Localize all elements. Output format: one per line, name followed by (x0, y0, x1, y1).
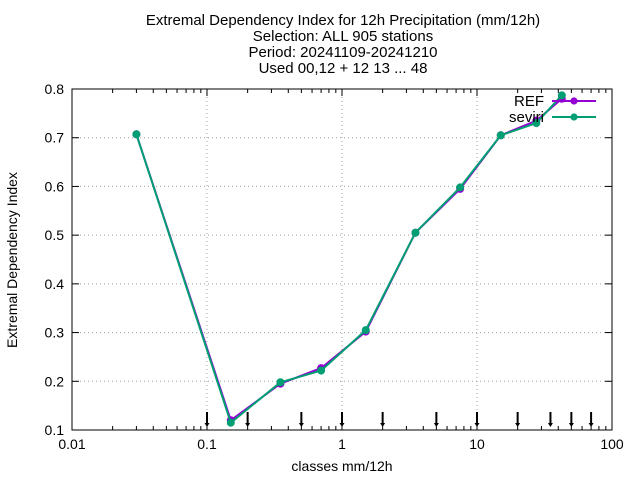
y-tick-label: 0.6 (45, 178, 65, 194)
threshold-marker-head (298, 423, 304, 427)
threshold-marker-head (380, 423, 386, 427)
threshold-marker-head (547, 423, 553, 427)
x-tick-label: 10 (469, 436, 485, 452)
threshold-marker-head (588, 423, 594, 427)
y-tick-label: 0.7 (45, 130, 65, 146)
title-line-2: Selection: ALL 905 stations (253, 28, 433, 45)
x-tick-label: 0.1 (197, 436, 217, 452)
threshold-marker-head (568, 423, 574, 427)
grid (72, 89, 612, 430)
x-tick-label: 100 (600, 436, 624, 452)
y-tick-label: 0.3 (45, 325, 65, 341)
series-point-1 (411, 228, 420, 237)
x-tick-label: 1 (338, 436, 346, 452)
series-point-1 (317, 366, 326, 375)
legend-label-1: seviri (509, 109, 544, 126)
threshold-marker-head (245, 423, 251, 427)
series-point-1 (361, 326, 370, 335)
series-point-1 (557, 91, 566, 100)
data-series (132, 91, 566, 427)
x-axis-label: classes mm/12h (291, 458, 392, 474)
axis-ticks: 0.10.20.30.40.50.60.70.80.01 0.1 1 10 100 (45, 81, 624, 452)
series-point-1 (226, 418, 235, 427)
threshold-marker-head (433, 423, 439, 427)
series-point-1 (132, 130, 141, 139)
series-point-1 (532, 119, 541, 128)
legend-marker-0 (570, 97, 578, 105)
legend-label-0: REF (514, 93, 544, 110)
series-line-1 (135, 94, 563, 424)
y-tick-label: 0.8 (45, 81, 65, 97)
chart-title: Extremal Dependency Index for 12h Precip… (146, 12, 540, 77)
class-threshold-markers (204, 412, 594, 427)
y-tick-label: 0.2 (45, 373, 65, 389)
y-tick-label: 0.4 (45, 276, 65, 292)
series-point-1 (496, 131, 505, 140)
title-line-1: Extremal Dependency Index for 12h Precip… (146, 12, 540, 29)
series-point-1 (456, 183, 465, 192)
title-line-3: Period: 20241109-20241210 (248, 44, 437, 61)
legend-marker-1 (570, 113, 578, 121)
series-point-1 (276, 378, 285, 387)
y-tick-label: 0.1 (45, 422, 65, 438)
y-axis-label: Extremal Dependency Index (4, 172, 20, 348)
y-tick-label: 0.5 (45, 227, 65, 243)
title-line-4: Used 00,12 + 12 13 ... 48 (259, 60, 428, 77)
x-tick-label: 0.01 (58, 436, 85, 452)
threshold-marker-head (515, 423, 521, 427)
